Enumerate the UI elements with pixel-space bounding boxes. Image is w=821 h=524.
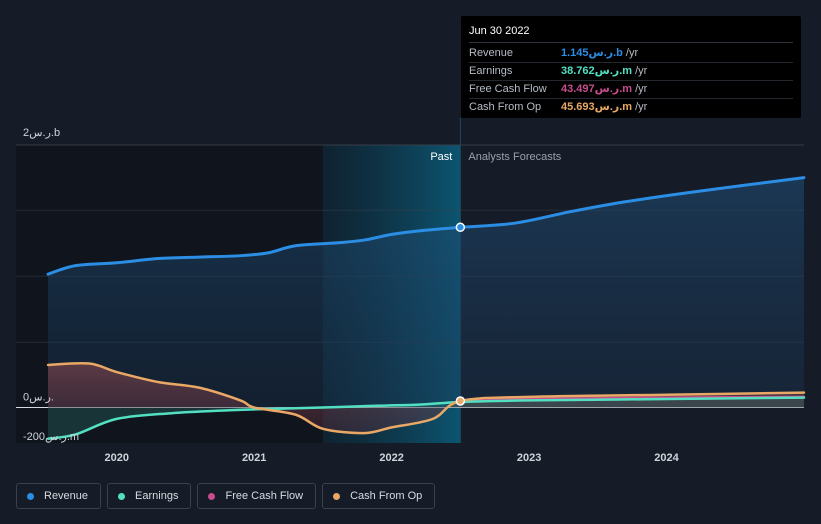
forecast-label: Analysts Forecasts	[468, 151, 561, 163]
tooltip-label: Revenue	[469, 47, 514, 59]
x-tick-label: 2023	[517, 452, 541, 464]
y-tick-label: -200ر.س.m	[23, 431, 79, 443]
tooltip-row-free-cash-flow: Free Cash Flow 43.497ر.س.m /yr	[469, 81, 793, 99]
revenue-area	[48, 177, 804, 408]
x-tick-label: 2022	[379, 452, 403, 464]
past-label: Past	[430, 151, 452, 163]
legend-dot-icon	[208, 492, 216, 500]
legend: Revenue Earnings Free Cash Flow Cash Fro…	[16, 483, 436, 509]
legend-item-cash-from-op[interactable]: Cash From Op	[322, 483, 436, 509]
tooltip-row-earnings: Earnings 38.762ر.س.m /yr	[469, 63, 793, 81]
tooltip-value: 38.762ر.س.m	[561, 65, 633, 77]
legend-dot-icon	[333, 492, 341, 500]
earnings-line	[46, 396, 806, 440]
tooltip-value: 45.693ر.س.m	[561, 101, 633, 113]
x-tick-label: 2020	[104, 452, 128, 464]
legend-item-free-cash-flow[interactable]: Free Cash Flow	[197, 483, 317, 509]
tooltip-row-cash-from-op: Cash From Op 45.693ر.س.m /yr	[469, 99, 793, 116]
legend-label: Cash From Op	[350, 490, 423, 502]
tooltip-label: Free Cash Flow	[469, 83, 547, 95]
tooltip-value: 1.145ر.س.b	[561, 47, 623, 59]
x-tick-label: 2021	[242, 452, 266, 464]
tooltip-date: Jun 30 2022	[469, 24, 793, 43]
revenue-marker	[455, 222, 466, 233]
y-tick-label: 0ر.س.	[23, 392, 54, 404]
legend-label: Revenue	[44, 490, 89, 502]
tooltip-label: Cash From Op	[469, 101, 542, 113]
earnings-area	[48, 397, 804, 439]
legend-label: Earnings	[135, 490, 179, 502]
tooltip-unit: /yr	[635, 101, 648, 113]
tooltip-row-revenue: Revenue 1.145ر.س.b /yr	[469, 45, 793, 63]
x-tick-label: 2024	[654, 452, 679, 464]
tooltip-unit: /yr	[635, 83, 648, 95]
tooltip: Jun 30 2022 Revenue 1.145ر.س.b /yr Earni…	[461, 16, 801, 118]
legend-dot-icon	[118, 492, 126, 500]
legend-label: Free Cash Flow	[225, 490, 304, 502]
tooltip-unit: /yr	[635, 65, 648, 77]
legend-item-earnings[interactable]: Earnings	[107, 483, 192, 509]
revenue-line	[46, 176, 806, 276]
tooltip-unit: /yr	[625, 47, 639, 59]
tooltip-value: 43.497ر.س.m	[561, 83, 633, 95]
cash-from-op-line	[46, 361, 806, 435]
y-tick-label: 2ر.س.b	[23, 127, 60, 139]
tooltip-label: Earnings	[469, 65, 513, 77]
legend-dot-icon	[27, 492, 34, 500]
legend-item-revenue[interactable]: Revenue	[16, 483, 102, 509]
cash-from-op-marker	[455, 396, 466, 406]
